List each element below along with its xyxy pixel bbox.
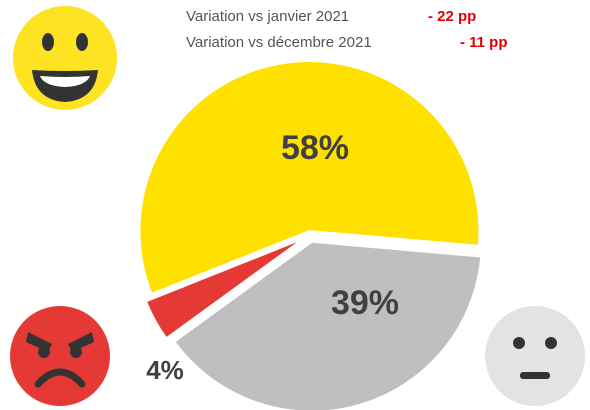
slice-label: 58% bbox=[281, 129, 349, 167]
pie-slice bbox=[144, 237, 305, 340]
slice-label: 39% bbox=[331, 284, 399, 322]
annotation-text: Variation vs janvier 2021 bbox=[186, 8, 349, 25]
neutral-face bbox=[485, 306, 585, 406]
annotation-delta: - 22 pp bbox=[428, 8, 476, 25]
annotation-text: Variation vs décembre 2021 bbox=[186, 34, 372, 51]
happy-face bbox=[13, 6, 117, 110]
pie-slice bbox=[172, 240, 483, 410]
pie-slice bbox=[138, 60, 481, 296]
slice-label: 4% bbox=[146, 355, 184, 385]
angry-face bbox=[10, 306, 110, 406]
annotation-delta: - 11 pp bbox=[460, 34, 508, 51]
